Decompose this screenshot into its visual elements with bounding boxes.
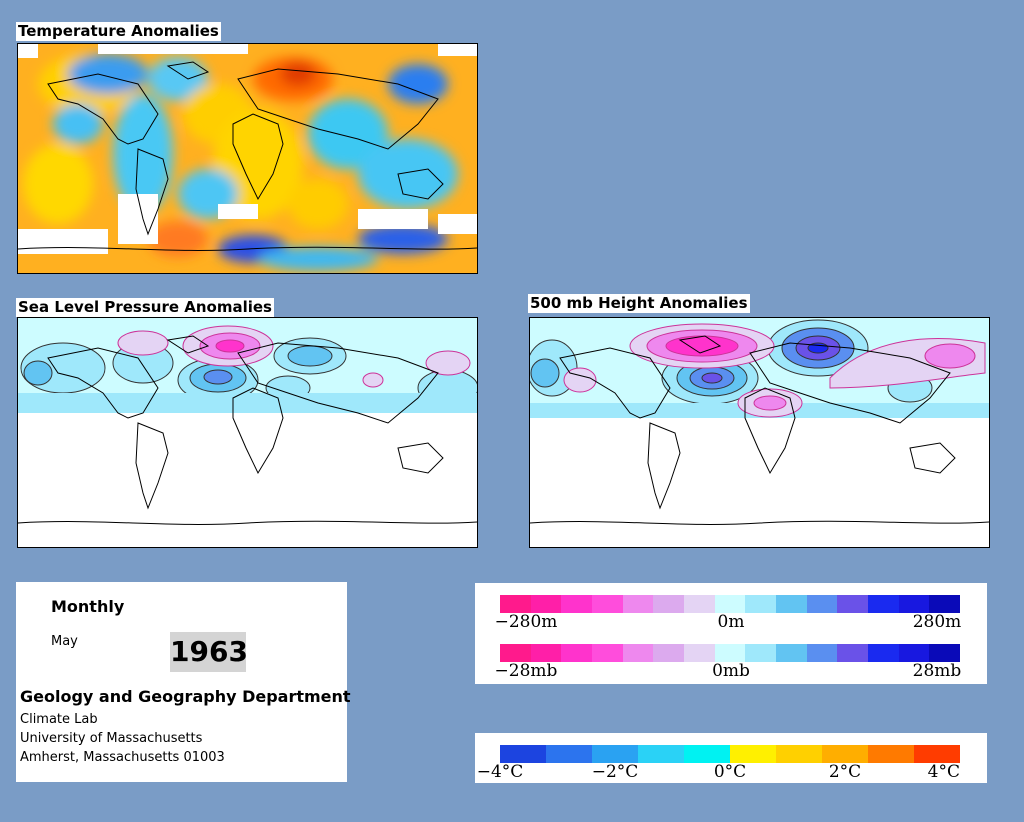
temperature-anomaly-map <box>17 43 478 274</box>
pressure-max-label: 28mb <box>912 661 962 681</box>
temperature-map-title: Temperature Anomalies <box>16 22 221 41</box>
height-swatch-2 <box>561 595 593 613</box>
department-name: Geology and Geography Department <box>20 687 351 706</box>
temperature-color-ramp <box>500 745 960 763</box>
pressure-swatch-11 <box>837 644 869 662</box>
pressure-swatch-3 <box>592 644 623 662</box>
height-swatch-10 <box>806 595 838 613</box>
pressure-min-label: −28mb <box>494 661 558 681</box>
slp-map-title: Sea Level Pressure Anomalies <box>16 298 274 317</box>
pressure-swatch-10 <box>806 644 838 662</box>
info-panel: Monthly May 1963 Geology and Geography D… <box>16 582 351 782</box>
height-swatch-9 <box>776 595 807 613</box>
temp-swatch-0 <box>500 745 546 763</box>
height-max-label: 280m <box>912 612 962 632</box>
height-swatch-6 <box>684 595 715 613</box>
height-swatch-3 <box>592 595 623 613</box>
height-swatch-5 <box>653 595 685 613</box>
pressure-swatch-7 <box>714 644 746 662</box>
temp-swatch-7 <box>822 745 868 763</box>
temperature-legend: −4°C −2°C 0°C 2°C 4°C <box>475 733 987 783</box>
height-anomaly-map <box>529 317 990 548</box>
address-line: Amherst, Massachusetts 01003 <box>20 750 225 765</box>
pressure-swatch-4 <box>622 644 654 662</box>
year-display: 1963 <box>170 632 248 672</box>
temp-swatch-4 <box>684 745 730 763</box>
height-min-label: −280m <box>494 612 558 632</box>
pressure-swatch-0 <box>500 644 531 662</box>
temp-swatch-9 <box>914 745 960 763</box>
temp-label-plus2: 2°C <box>828 762 862 782</box>
pressure-swatch-12 <box>868 644 899 662</box>
pressure-swatch-14 <box>929 644 961 662</box>
frequency-label: Monthly <box>51 597 125 616</box>
month-label: May <box>51 634 78 649</box>
pressure-swatch-9 <box>776 644 807 662</box>
temp-label-minus4: −4°C <box>476 762 524 782</box>
pressure-swatch-8 <box>745 644 777 662</box>
temp-label-plus4: 4°C <box>927 762 960 782</box>
pressure-swatch-1 <box>530 644 562 662</box>
height-swatch-4 <box>622 595 654 613</box>
pressure-swatch-2 <box>561 644 593 662</box>
pressure-swatch-5 <box>653 644 685 662</box>
height-swatch-14 <box>929 595 961 613</box>
pressure-swatch-13 <box>898 644 930 662</box>
temp-label-zero: 0°C <box>713 762 747 782</box>
height-swatch-8 <box>745 595 777 613</box>
temp-swatch-2 <box>592 745 638 763</box>
pressure-mid-label: 0mb <box>712 661 750 681</box>
temp-swatch-8 <box>868 745 914 763</box>
temp-swatch-6 <box>776 745 822 763</box>
height-map-title: 500 mb Height Anomalies <box>528 294 750 313</box>
temp-label-minus2: −2°C <box>591 762 639 782</box>
height-swatch-11 <box>837 595 869 613</box>
temp-swatch-3 <box>638 745 684 763</box>
height-mid-label: 0m <box>717 612 745 632</box>
pressure-swatch-6 <box>684 644 715 662</box>
height-swatch-1 <box>530 595 562 613</box>
anomaly-legend: −280m 0m 280m −28mb 0mb 28mb <box>475 583 987 684</box>
height-swatch-7 <box>714 595 746 613</box>
height-swatch-12 <box>868 595 899 613</box>
pressure-color-ramp <box>500 644 961 662</box>
height-swatch-13 <box>898 595 930 613</box>
lab-name: Climate Lab <box>20 712 98 727</box>
height-color-ramp <box>500 595 961 613</box>
slp-anomaly-map <box>17 317 478 548</box>
university-name: University of Massachusetts <box>20 731 203 746</box>
height-swatch-0 <box>500 595 531 613</box>
temp-swatch-1 <box>546 745 592 763</box>
temp-swatch-5 <box>730 745 776 763</box>
